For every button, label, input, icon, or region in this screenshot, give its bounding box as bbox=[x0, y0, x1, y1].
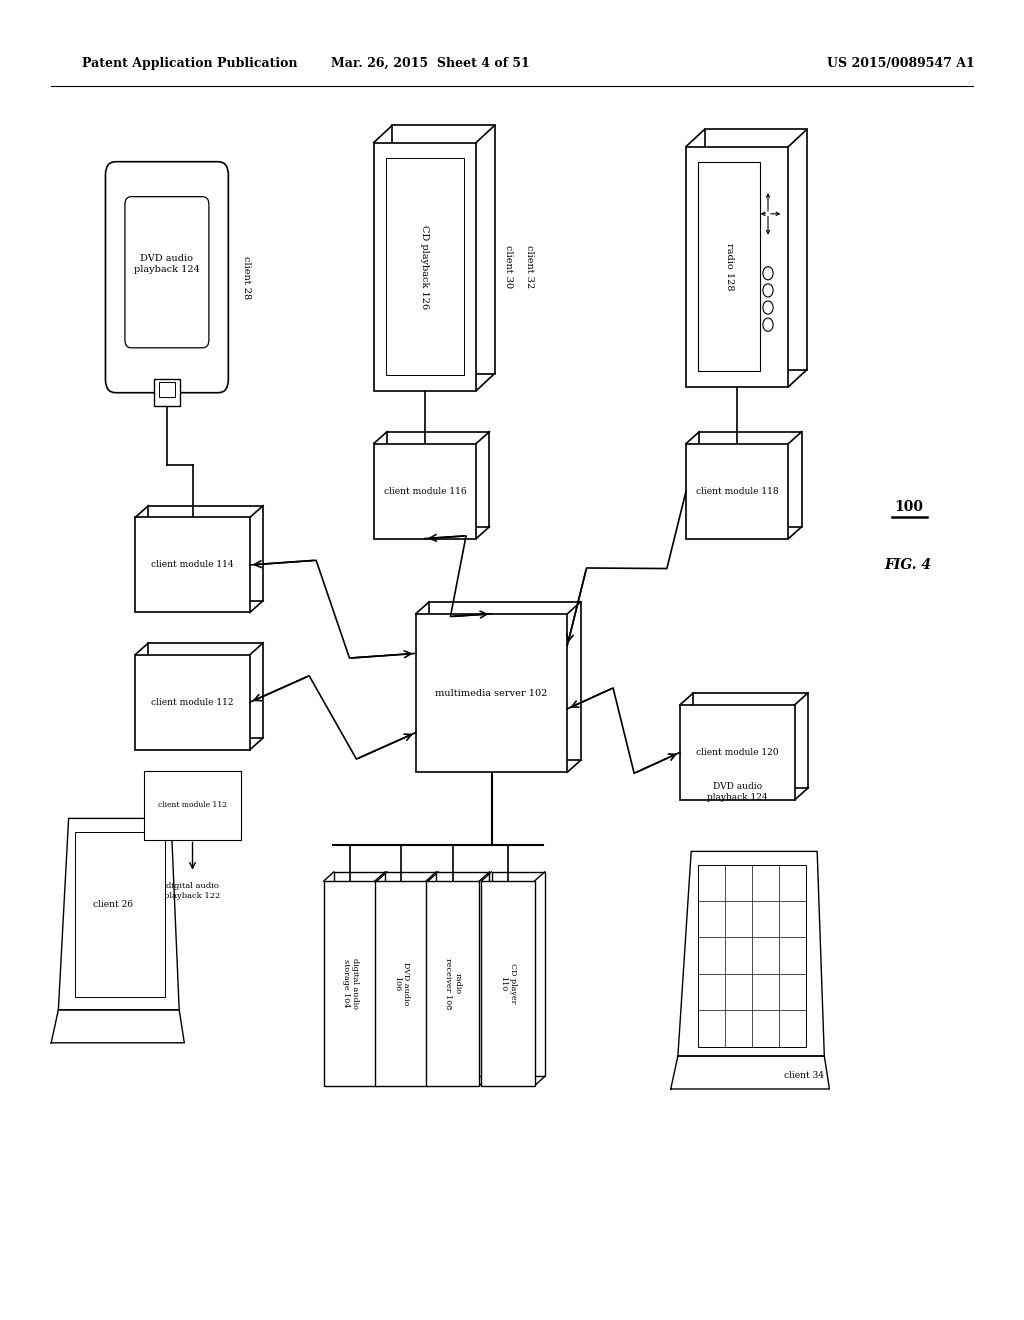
Text: client module 118: client module 118 bbox=[696, 487, 778, 495]
Text: radio 128: radio 128 bbox=[725, 243, 733, 290]
Text: CD playback 126: CD playback 126 bbox=[421, 224, 429, 309]
Circle shape bbox=[763, 301, 773, 314]
Text: CD player
110: CD player 110 bbox=[500, 964, 516, 1003]
FancyBboxPatch shape bbox=[387, 432, 489, 527]
FancyBboxPatch shape bbox=[686, 444, 788, 539]
Bar bbox=[159, 383, 175, 396]
Text: DVD audio
playback 124: DVD audio playback 124 bbox=[707, 783, 768, 801]
Text: US 2015/0089547 A1: US 2015/0089547 A1 bbox=[827, 57, 975, 70]
FancyBboxPatch shape bbox=[429, 602, 581, 760]
FancyBboxPatch shape bbox=[135, 517, 250, 612]
FancyBboxPatch shape bbox=[693, 693, 808, 788]
Text: Mar. 26, 2015  Sheet 4 of 51: Mar. 26, 2015 Sheet 4 of 51 bbox=[331, 57, 529, 70]
FancyBboxPatch shape bbox=[148, 643, 263, 738]
Polygon shape bbox=[51, 1010, 184, 1043]
Text: client module 112: client module 112 bbox=[152, 698, 233, 706]
Bar bbox=[698, 865, 806, 1047]
Polygon shape bbox=[58, 818, 179, 1010]
Bar bbox=[143, 771, 242, 840]
Text: Patent Application Publication: Patent Application Publication bbox=[82, 57, 297, 70]
Polygon shape bbox=[671, 1056, 829, 1089]
FancyBboxPatch shape bbox=[334, 871, 387, 1077]
Circle shape bbox=[763, 284, 773, 297]
Text: client module 116: client module 116 bbox=[384, 487, 466, 495]
Text: client 32: client 32 bbox=[525, 246, 534, 288]
FancyBboxPatch shape bbox=[135, 655, 250, 750]
Text: client 26: client 26 bbox=[92, 900, 133, 908]
FancyBboxPatch shape bbox=[680, 705, 795, 800]
FancyBboxPatch shape bbox=[148, 506, 263, 601]
FancyBboxPatch shape bbox=[392, 125, 495, 374]
FancyBboxPatch shape bbox=[125, 197, 209, 347]
Bar bbox=[154, 380, 180, 407]
FancyBboxPatch shape bbox=[481, 882, 535, 1085]
Bar bbox=[386, 158, 464, 375]
Bar bbox=[698, 162, 760, 371]
FancyBboxPatch shape bbox=[492, 871, 545, 1077]
FancyBboxPatch shape bbox=[426, 882, 479, 1085]
Text: radio
receiver 108: radio receiver 108 bbox=[444, 958, 461, 1008]
Text: client 28: client 28 bbox=[243, 256, 251, 298]
Text: client module 112: client module 112 bbox=[158, 801, 227, 809]
FancyBboxPatch shape bbox=[385, 871, 438, 1077]
Text: digital audio
storage 104: digital audio storage 104 bbox=[342, 958, 358, 1008]
Text: client module 114: client module 114 bbox=[152, 561, 233, 569]
Text: DVD audio
106: DVD audio 106 bbox=[393, 962, 410, 1005]
FancyBboxPatch shape bbox=[374, 444, 476, 539]
FancyBboxPatch shape bbox=[105, 162, 228, 393]
Text: client 34: client 34 bbox=[783, 1072, 824, 1080]
FancyBboxPatch shape bbox=[686, 147, 788, 387]
Text: DVD audio
playback 124: DVD audio playback 124 bbox=[134, 255, 200, 273]
Circle shape bbox=[763, 318, 773, 331]
FancyBboxPatch shape bbox=[705, 129, 807, 370]
Text: multimedia server 102: multimedia server 102 bbox=[435, 689, 548, 697]
FancyBboxPatch shape bbox=[324, 882, 377, 1085]
FancyBboxPatch shape bbox=[374, 143, 476, 391]
FancyBboxPatch shape bbox=[436, 871, 489, 1077]
Text: client 30: client 30 bbox=[505, 246, 513, 288]
Text: client module 120: client module 120 bbox=[696, 748, 778, 756]
Circle shape bbox=[763, 267, 773, 280]
Bar bbox=[75, 832, 165, 997]
Text: FIG. 4: FIG. 4 bbox=[885, 558, 932, 572]
Text: 100: 100 bbox=[894, 500, 923, 513]
FancyBboxPatch shape bbox=[416, 614, 567, 772]
Text: digital audio
playback 122: digital audio playback 122 bbox=[165, 882, 220, 900]
FancyBboxPatch shape bbox=[699, 432, 802, 527]
FancyBboxPatch shape bbox=[375, 882, 428, 1085]
Polygon shape bbox=[678, 851, 824, 1056]
